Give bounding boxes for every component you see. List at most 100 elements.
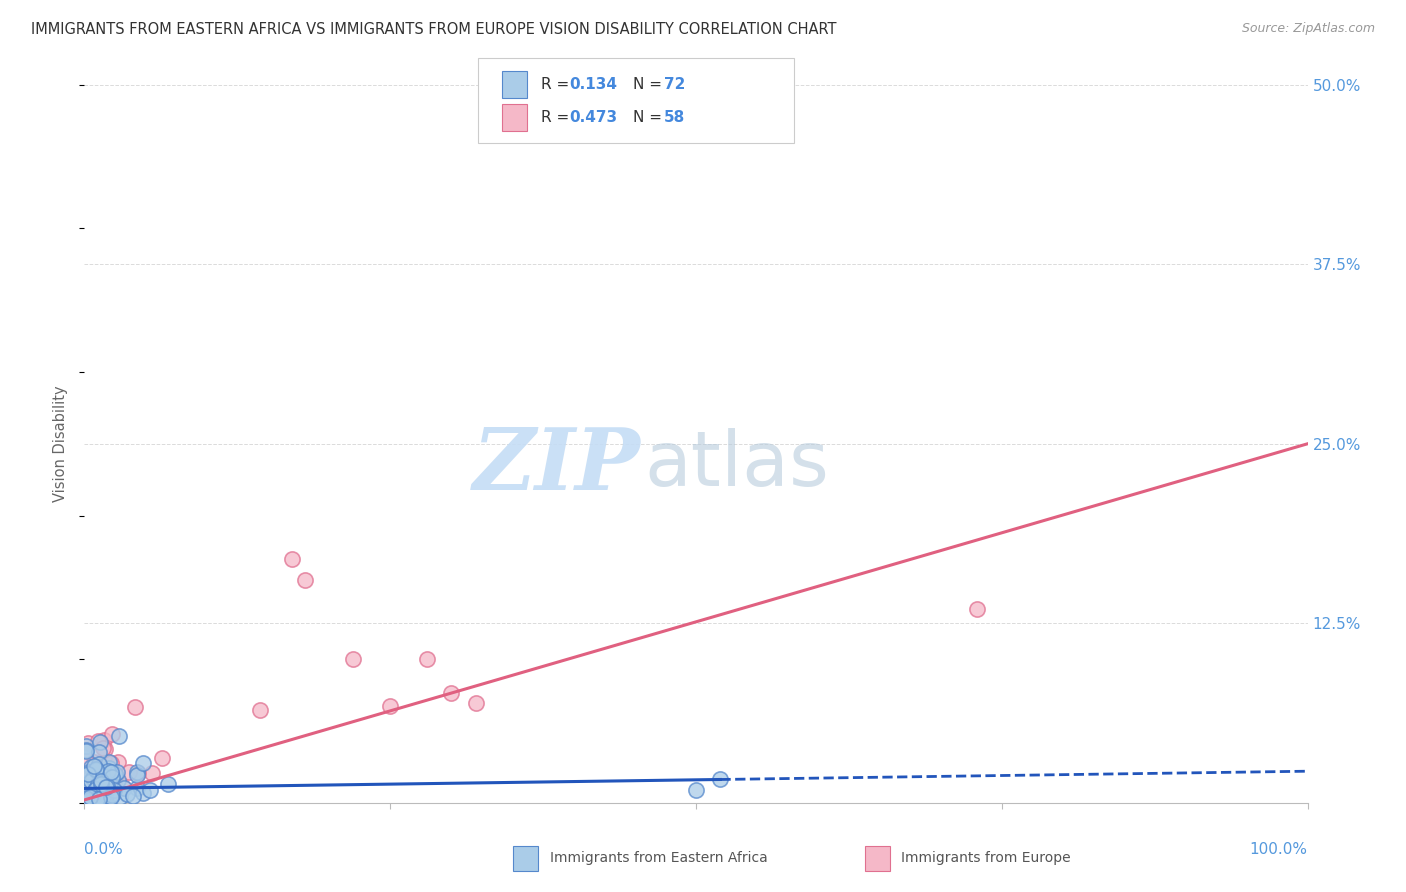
Point — [90, 788, 112, 802]
Point — [79, 781, 101, 796]
Point — [75, 739, 97, 754]
Point — [83, 759, 105, 773]
Point — [107, 772, 129, 787]
Point — [93, 789, 115, 804]
Point — [79, 789, 101, 804]
Point — [86, 792, 108, 806]
Text: N =: N = — [633, 78, 666, 92]
Point — [124, 700, 146, 714]
Point — [75, 771, 97, 785]
Point — [80, 760, 103, 774]
Point — [76, 779, 98, 793]
Point — [281, 551, 304, 566]
Point — [75, 789, 97, 804]
Point — [89, 781, 111, 796]
Point — [86, 782, 108, 797]
Point — [91, 741, 114, 756]
Point — [83, 756, 105, 770]
Point — [96, 779, 118, 793]
Point — [75, 744, 97, 758]
Point — [90, 782, 112, 797]
Point — [84, 763, 107, 777]
Point — [83, 792, 105, 806]
Point — [90, 787, 112, 801]
Point — [94, 779, 117, 793]
Point — [84, 763, 107, 777]
Point — [83, 787, 105, 801]
Point — [84, 787, 107, 801]
Text: 58: 58 — [664, 111, 685, 125]
Point — [100, 756, 122, 770]
Text: Immigrants from Eastern Africa: Immigrants from Eastern Africa — [550, 851, 768, 865]
Point — [966, 602, 988, 616]
Point — [80, 765, 103, 780]
Point — [83, 776, 105, 790]
Point — [104, 766, 127, 780]
Point — [139, 783, 162, 797]
Point — [87, 768, 110, 782]
Point — [112, 781, 135, 796]
Point — [115, 787, 138, 801]
Point — [86, 786, 108, 800]
Point — [100, 790, 122, 805]
Point — [89, 735, 111, 749]
Point — [77, 793, 100, 807]
Point — [107, 729, 129, 743]
Point — [90, 774, 112, 789]
Point — [100, 788, 122, 802]
Point — [75, 787, 97, 801]
Point — [76, 790, 98, 805]
Point — [86, 771, 108, 785]
Text: Immigrants from Europe: Immigrants from Europe — [901, 851, 1071, 865]
Point — [96, 780, 118, 794]
Point — [82, 780, 104, 794]
Point — [75, 772, 97, 787]
Point — [86, 791, 108, 805]
Point — [103, 783, 125, 797]
Text: R =: R = — [541, 78, 575, 92]
Point — [80, 774, 103, 789]
Point — [75, 743, 97, 757]
Point — [82, 771, 104, 785]
Point — [76, 780, 98, 794]
Point — [380, 698, 402, 713]
Text: 72: 72 — [664, 78, 685, 92]
Point — [76, 791, 98, 805]
Point — [107, 756, 129, 770]
Point — [416, 652, 439, 666]
Point — [101, 770, 124, 784]
Text: 100.0%: 100.0% — [1250, 842, 1308, 857]
Point — [80, 770, 103, 784]
Text: 0.473: 0.473 — [569, 111, 617, 125]
Text: R =: R = — [541, 111, 575, 125]
Point — [127, 765, 149, 780]
Point — [87, 756, 110, 771]
Point — [440, 685, 463, 699]
Text: 0.134: 0.134 — [569, 78, 617, 92]
Point — [685, 782, 707, 797]
Point — [77, 736, 100, 750]
Point — [79, 782, 101, 797]
Point — [122, 789, 145, 804]
Point — [87, 792, 110, 806]
Point — [79, 777, 101, 791]
Point — [108, 790, 131, 805]
Point — [101, 727, 124, 741]
Point — [87, 772, 110, 787]
Point — [83, 786, 105, 800]
Point — [77, 766, 100, 780]
Point — [77, 786, 100, 800]
Text: Source: ZipAtlas.com: Source: ZipAtlas.com — [1241, 22, 1375, 36]
Point — [294, 573, 316, 587]
Point — [75, 754, 97, 768]
Point — [75, 787, 97, 801]
Y-axis label: Vision Disability: Vision Disability — [53, 385, 69, 502]
Point — [127, 780, 149, 795]
Point — [75, 782, 97, 797]
Point — [132, 756, 155, 771]
Point — [464, 697, 486, 711]
Point — [127, 764, 149, 779]
Point — [125, 768, 148, 782]
Point — [86, 792, 108, 806]
Point — [117, 765, 139, 780]
